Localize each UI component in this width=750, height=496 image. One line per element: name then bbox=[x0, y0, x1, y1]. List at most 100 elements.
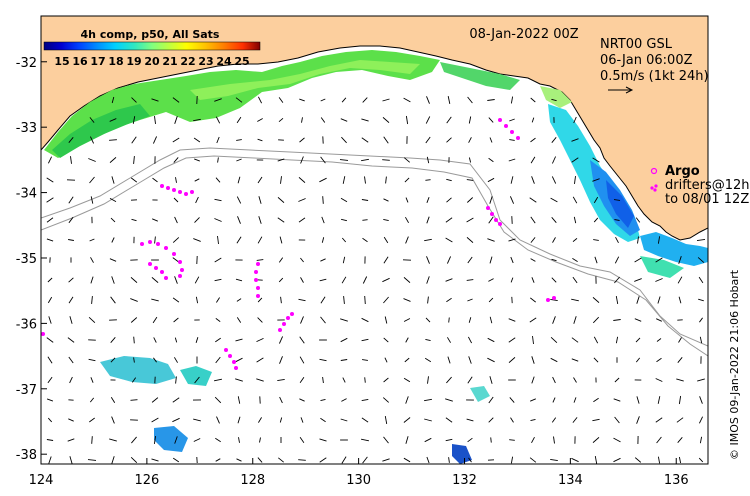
current-vector bbox=[446, 256, 452, 264]
current-vector bbox=[551, 277, 557, 283]
current-vector bbox=[488, 117, 494, 123]
sst-patch-north-east bbox=[540, 86, 572, 108]
current-vector bbox=[256, 259, 264, 261]
current-vector bbox=[109, 258, 117, 262]
current-vector bbox=[404, 157, 410, 163]
x-tick-label: 130 bbox=[346, 473, 371, 488]
current-vector bbox=[278, 257, 284, 263]
current-vector bbox=[445, 237, 453, 243]
current-vector bbox=[109, 118, 117, 122]
current-vector bbox=[510, 456, 514, 464]
current-vector bbox=[90, 276, 94, 284]
current-vector bbox=[237, 416, 241, 424]
current-vector bbox=[110, 357, 116, 363]
current-vector bbox=[426, 456, 430, 464]
colorbar-tick-label: 17 bbox=[90, 55, 105, 68]
current-vector bbox=[592, 297, 600, 303]
current-vector bbox=[320, 296, 326, 304]
current-vector bbox=[425, 179, 431, 181]
current-vector bbox=[110, 337, 116, 343]
current-vector bbox=[47, 156, 53, 164]
current-vector bbox=[111, 237, 115, 243]
current-vector bbox=[89, 397, 95, 403]
current-vector bbox=[634, 257, 642, 263]
current-vector bbox=[111, 276, 115, 284]
current-vector bbox=[405, 197, 409, 203]
current-vector bbox=[426, 256, 430, 264]
current-vector bbox=[109, 438, 117, 442]
current-vector bbox=[594, 456, 598, 464]
current-vector bbox=[47, 277, 53, 283]
current-vector bbox=[151, 417, 159, 423]
current-vector bbox=[152, 316, 158, 324]
current-vector bbox=[130, 317, 138, 323]
current-vector bbox=[615, 296, 619, 304]
current-vector bbox=[571, 157, 579, 163]
current-vector bbox=[425, 116, 431, 124]
current-vector bbox=[697, 257, 705, 263]
current-vector bbox=[509, 397, 515, 403]
current-vector bbox=[235, 338, 243, 342]
current-vector bbox=[426, 216, 430, 224]
argo-marker-icon bbox=[650, 167, 658, 175]
current-vector bbox=[405, 436, 409, 444]
current-vector bbox=[279, 356, 283, 364]
current-vector bbox=[277, 378, 285, 382]
current-vector bbox=[489, 256, 493, 264]
current-vector bbox=[214, 257, 222, 263]
current-vector bbox=[445, 417, 453, 423]
current-vector bbox=[592, 178, 600, 182]
drifter-tracks bbox=[41, 118, 556, 370]
current-vector bbox=[551, 217, 557, 223]
current-vector bbox=[655, 278, 663, 282]
current-vector bbox=[678, 395, 682, 405]
current-vector bbox=[361, 417, 369, 423]
current-vector bbox=[70, 156, 72, 164]
current-vector bbox=[634, 318, 642, 322]
current-vector bbox=[657, 236, 661, 244]
x-tick-label: 136 bbox=[664, 473, 689, 488]
current-vector bbox=[341, 456, 347, 464]
current-vector bbox=[699, 436, 703, 444]
current-vector bbox=[341, 136, 347, 144]
current-vector bbox=[383, 436, 389, 444]
current-vector bbox=[174, 216, 178, 224]
current-vector bbox=[384, 416, 388, 424]
x-tick-label: 132 bbox=[452, 473, 477, 488]
current-vector bbox=[361, 137, 369, 143]
current-vector bbox=[131, 436, 137, 444]
current-vector bbox=[488, 297, 494, 303]
current-vector bbox=[467, 298, 473, 302]
current-vector bbox=[424, 437, 432, 443]
current-vector bbox=[403, 277, 411, 283]
current-vector bbox=[341, 398, 347, 402]
current-vector bbox=[678, 456, 682, 464]
current-vector bbox=[87, 459, 97, 461]
current-vector bbox=[89, 238, 95, 242]
current-vector bbox=[46, 217, 54, 223]
current-vector bbox=[215, 337, 221, 343]
current-vector bbox=[529, 457, 537, 463]
current-vector bbox=[88, 316, 96, 324]
current-vector bbox=[340, 418, 348, 422]
current-vectors bbox=[46, 95, 706, 464]
current-vector bbox=[172, 137, 180, 143]
current-vector bbox=[678, 337, 682, 343]
current-vector bbox=[529, 317, 537, 323]
current-vector bbox=[215, 177, 221, 183]
current-vector bbox=[403, 97, 411, 103]
current-vector bbox=[67, 438, 75, 442]
current-vector bbox=[447, 337, 451, 343]
current-vector bbox=[217, 235, 219, 245]
current-vector bbox=[551, 176, 557, 184]
current-vector bbox=[47, 376, 53, 384]
sst-patch-coast-light bbox=[190, 60, 420, 100]
current-vector bbox=[110, 217, 116, 223]
current-vector bbox=[172, 457, 180, 463]
current-vector bbox=[468, 116, 472, 124]
current-vector bbox=[466, 197, 474, 203]
current-vector bbox=[488, 278, 494, 282]
y-axis: -32 -33 -34 -35 -36 -37 -38 bbox=[16, 56, 47, 463]
current-vector bbox=[466, 179, 474, 181]
current-vector bbox=[424, 398, 432, 402]
